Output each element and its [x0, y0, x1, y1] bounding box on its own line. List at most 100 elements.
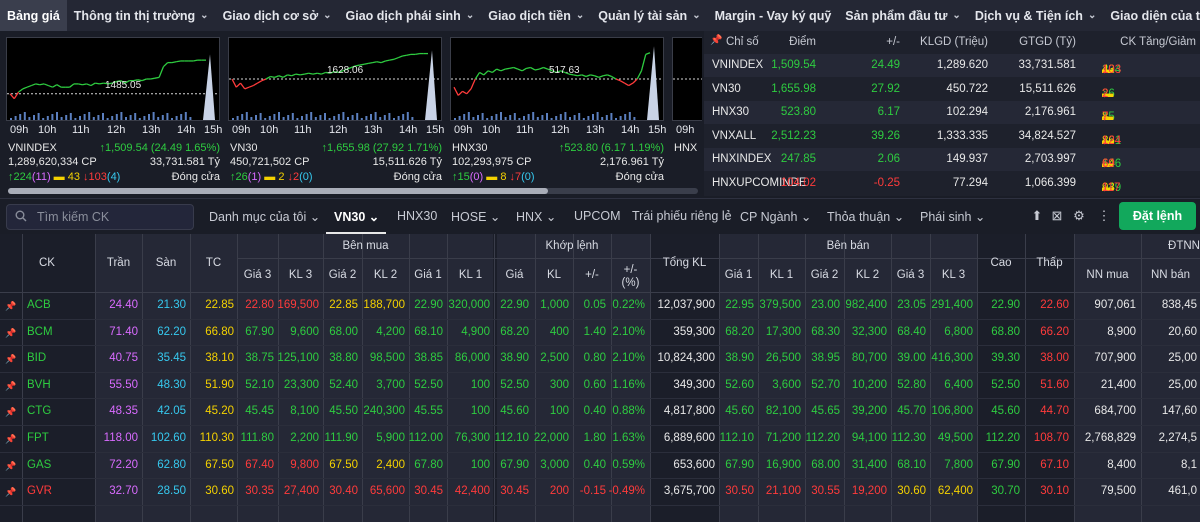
cell-ck[interactable]: CTG: [27, 405, 52, 418]
cell-ck[interactable]: FPT: [27, 432, 49, 444]
header-tong_kl[interactable]: Tổng KL: [662, 257, 707, 269]
subheader-gia[interactable]: Giá: [505, 269, 524, 281]
tab-hnx[interactable]: HNX ⌄: [516, 210, 557, 224]
tab-hnx30[interactable]: HNX30: [397, 209, 438, 223]
tab-hose[interactable]: HOSE ⌄: [451, 210, 501, 224]
charts-scrollbar-thumb[interactable]: [8, 188, 548, 194]
nav-item-3[interactable]: Giao dịch phái sinh ⌄: [339, 0, 482, 31]
index-row-hnxupcominde[interactable]: HNXUPCOMINDE 104.02 -0.25 77.294 1,066.399 ↑ …: [712, 176, 1122, 194]
tab-phái-sinh[interactable]: Phái sinh ⌄: [920, 210, 986, 224]
pin-icon[interactable]: 📌: [5, 407, 17, 418]
nav-item-9[interactable]: Giao diện của tôi: [1103, 0, 1200, 31]
table-row[interactable]: 📌 BVH 55.50 48.30 51.90 52.10 23,300 52.40 3,700…: [0, 373, 1200, 400]
table-row[interactable]: 📌 GAS 72.20 62.80 67.50 67.40 9,800 67.50 2,400 6…: [0, 453, 1200, 480]
index-header-breadth[interactable]: CK Tăng/Giảm: [1120, 36, 1196, 48]
nav-item-6[interactable]: Margin - Vay ký quỹ: [708, 0, 839, 31]
index-row-vnindex[interactable]: VNINDEX 1,509.54 24.49 1,289.620 33,731.581 ↑…: [704, 54, 1200, 77]
index-row-vn30[interactable]: VN30 1,655.98 27.92 450.722 15,511.626 ↑ 26 ▬…: [712, 82, 1115, 100]
arrow-up-icon[interactable]: ⬆: [1031, 208, 1043, 223]
subheader-sell-kl2[interactable]: KL 2: [855, 269, 880, 281]
subheader-kl1[interactable]: KL 1: [458, 269, 483, 281]
header-thap[interactable]: Thấp: [1036, 257, 1063, 269]
excel-icon[interactable]: ⊠: [1051, 208, 1063, 223]
table-row[interactable]: 📌 CTG 48.35 42.05 45.20 45.45 8,100 45.50 240,30…: [0, 399, 1200, 426]
gear-icon[interactable]: ⚙: [1073, 208, 1085, 223]
nav-item-0[interactable]: Bảng giá: [0, 0, 67, 31]
pin-icon[interactable]: 📌: [5, 434, 17, 444]
pin-icon[interactable]: 📌: [5, 327, 17, 338]
nav-item-7[interactable]: Sản phẩm đầu tư ⌄: [838, 0, 968, 31]
cell-tran: 40.75: [109, 352, 138, 365]
nav-item-8[interactable]: Dịch vụ & Tiện ích ⌄: [968, 0, 1104, 31]
nav-item-2[interactable]: Giao dịch cơ sở ⌄: [216, 0, 339, 31]
index-header-name[interactable]: Chỉ số: [726, 36, 759, 48]
subheader-gia2[interactable]: Giá 2: [328, 269, 357, 281]
chart-card-hnx[interactable]: 09h HNX: [670, 35, 702, 196]
header-tc[interactable]: TC: [205, 257, 222, 269]
table-row[interactable]: 📌 BCM 71.40 62.20 66.80 67.90 9,600 68.00 4,200 6…: [0, 320, 1200, 347]
index-header-klgd[interactable]: KLGD (Triệu): [920, 36, 988, 48]
tab-thỏa-thuận[interactable]: Thỏa thuận ⌄: [827, 210, 905, 224]
subheader-kl3[interactable]: KL 3: [288, 269, 313, 281]
subheader-kl2[interactable]: KL 2: [373, 269, 398, 281]
header-dtnn[interactable]: ĐTNN: [1168, 240, 1200, 252]
cell-ck[interactable]: GVR: [27, 485, 52, 498]
pin-icon[interactable]: 📌: [5, 487, 17, 498]
search-input[interactable]: [37, 208, 187, 226]
tab-danh-mục-của-tôi[interactable]: Danh mục của tôi ⌄: [209, 210, 321, 224]
header-ck[interactable]: CK: [39, 257, 55, 269]
table-row[interactable]: 📌 BID 40.75 35.45 38.10 38.75 125,100 38.80 98,5…: [0, 346, 1200, 373]
nav-item-5[interactable]: Quản lý tài sản ⌄: [591, 0, 707, 31]
subheader-nn_mua[interactable]: NN mua: [1086, 269, 1129, 281]
cell-san: 42.05: [157, 405, 186, 418]
index-row-hnxindex[interactable]: HNXINDEX 247.85 2.06 149.937 2,703.997 ↑ 106 …: [704, 148, 1200, 171]
tab-cp-ngành[interactable]: CP Ngành ⌄: [740, 210, 812, 224]
pin-icon[interactable]: 📌: [5, 460, 17, 471]
subheader-pct[interactable]: +/- (%): [621, 264, 640, 289]
charts-scrollbar[interactable]: [8, 188, 698, 194]
cell-ck[interactable]: BVH: [27, 378, 51, 391]
table-row[interactable]: 📌 GVR 32.70 28.50 30.60 30.35 27,400 30.40 65,60…: [0, 479, 1200, 506]
tab-vn30[interactable]: VN30 ⌄: [334, 210, 380, 224]
tab-upcom[interactable]: UPCOM: [574, 209, 621, 223]
pin-icon[interactable]: 📌: [5, 354, 17, 365]
subheader-sell-kl1[interactable]: KL 1: [769, 269, 794, 281]
subheader-pm[interactable]: +/-: [585, 269, 599, 281]
index-header-gtgd[interactable]: GTGD (Tỷ): [1019, 36, 1076, 48]
table-row[interactable]: 📌 ACB 24.40 21.30 22.85 22.80 169,500 22.85 188,…: [0, 293, 1200, 320]
chart-card-hnx30[interactable]: 517.63 09h 10h 11h 12h 13h 14h 15h HNX30 ↑523.80 …: [448, 35, 666, 196]
header-cao[interactable]: Cao: [990, 257, 1012, 269]
cell-ck[interactable]: GAS: [27, 458, 52, 471]
cell-ck[interactable]: BCM: [27, 325, 53, 338]
table-row[interactable]: 📌 FPT 118.00 102.60 110.30 111.80 2,200 111.90 5…: [0, 426, 1200, 453]
tab-trái-phiếu-riêng-lẻ[interactable]: Trái phiếu riêng lẻ: [632, 209, 732, 223]
subheader-gia3[interactable]: Giá 3: [243, 269, 272, 281]
subheader-sell-gia3[interactable]: Giá 3: [896, 269, 925, 281]
index-row-hnx30[interactable]: HNX30 523.80 6.17 102.294 2,176.961 ↑ 15 ▬ 8 …: [704, 101, 1200, 124]
cell-ck[interactable]: ACB: [27, 299, 51, 311]
subheader-gia1[interactable]: Giá 1: [414, 269, 442, 281]
nav-item-1[interactable]: Thông tin thị trường ⌄: [67, 0, 216, 31]
subheader-sell-gia2[interactable]: Giá 2: [810, 269, 839, 281]
more-vertical-icon[interactable]: ⋮: [1097, 208, 1111, 223]
header-tran[interactable]: Trần: [106, 257, 131, 269]
subheader-sell-gia1[interactable]: Giá 1: [724, 269, 753, 281]
header-ben_ban[interactable]: Bên bán: [826, 240, 870, 252]
index-header-point[interactable]: Điểm: [789, 36, 816, 48]
header-san[interactable]: Sàn: [155, 257, 177, 269]
pin-icon[interactable]: 📌: [5, 380, 17, 391]
stock-search[interactable]: [6, 204, 194, 230]
pin-icon[interactable]: 📌: [5, 301, 17, 311]
header-ben_mua[interactable]: Bên mua: [342, 240, 389, 252]
subheader-kl[interactable]: KL: [546, 269, 562, 281]
subheader-nn_ban[interactable]: NN bán: [1151, 269, 1190, 281]
subheader-sell-kl3[interactable]: KL 3: [941, 269, 966, 281]
chart-card-vn30[interactable]: 1628.06 09h 10h 11h 12h 13h 14h 15h VN30 ↑1,655.9…: [226, 35, 444, 196]
place-order-button[interactable]: Đặt lệnh: [1119, 202, 1196, 230]
chart-card-vnindex[interactable]: 1485.05 09h 10h 11h 12h 13h 14h 15h VNINDEX ↑1,50…: [4, 35, 222, 196]
index-header-change[interactable]: +/-: [886, 36, 900, 48]
nav-item-4[interactable]: Giao dịch tiền ⌄: [481, 0, 591, 31]
header-khop_lenh[interactable]: Khớp lệnh: [545, 240, 599, 252]
index-row-vnxall[interactable]: VNXALL 2,512.23 39.26 1,333.335 34,824.527 ↑ …: [712, 129, 1122, 147]
cell-ck[interactable]: BID: [27, 352, 47, 365]
